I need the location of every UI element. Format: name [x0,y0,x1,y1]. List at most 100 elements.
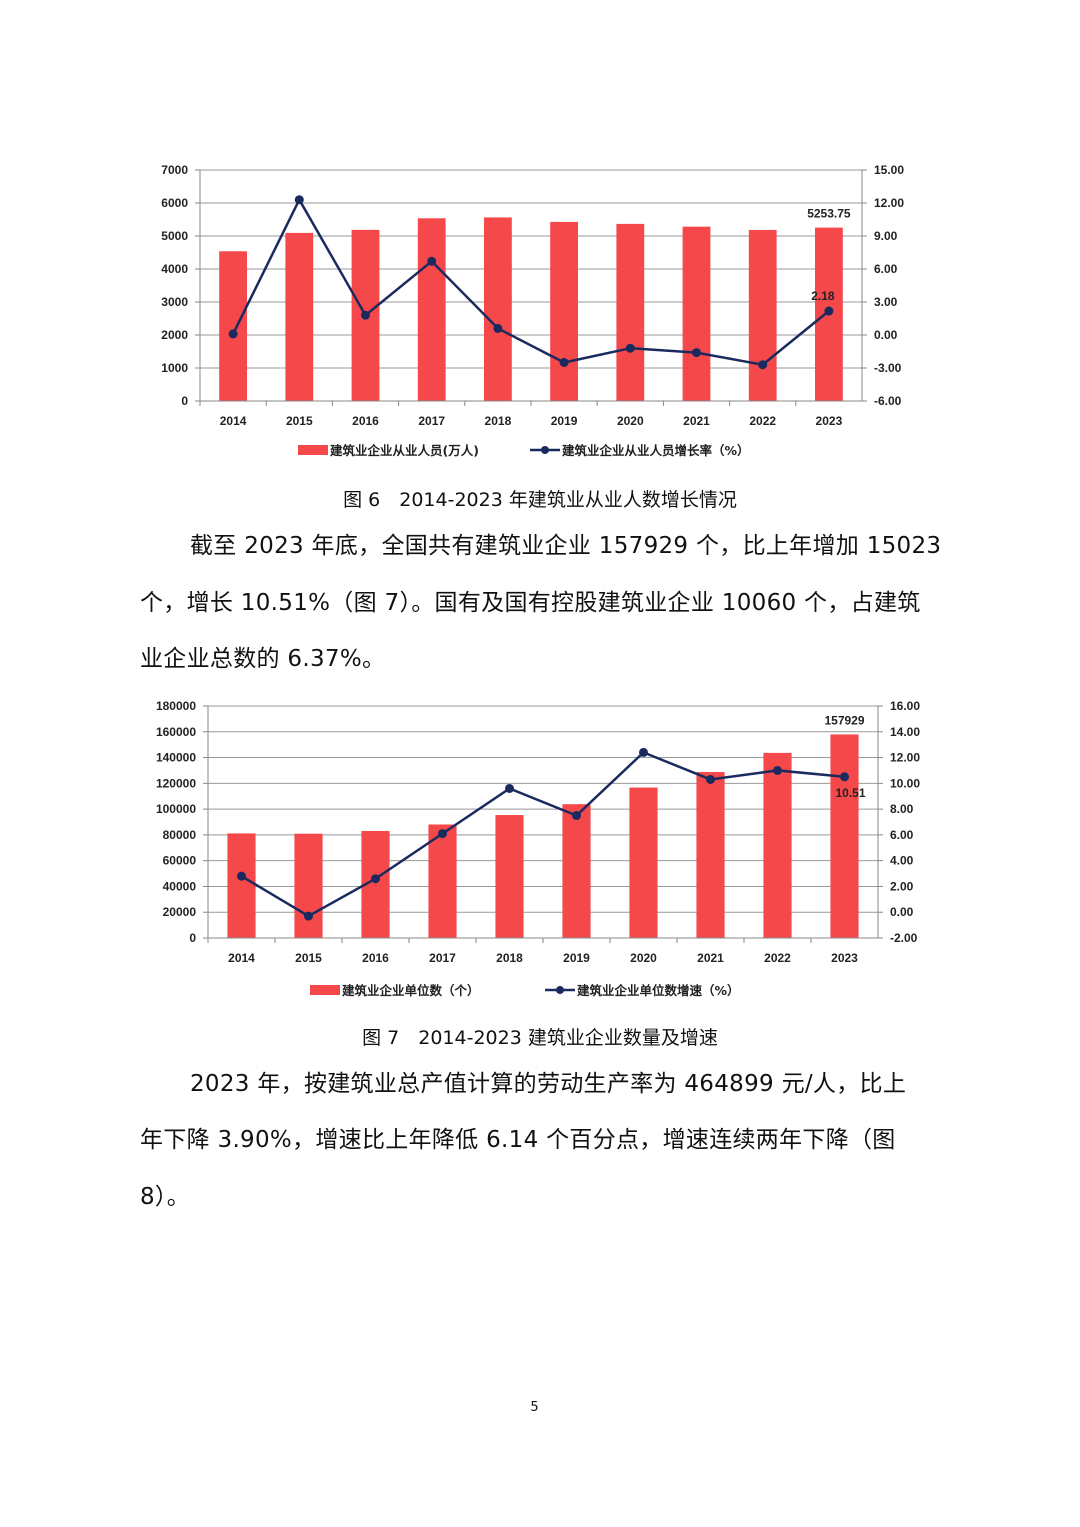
y-right-tick-label: 2.00 [890,879,914,893]
line-point [294,195,304,205]
bar [294,833,323,938]
line-point [438,829,447,839]
y-left-tick-label: 20000 [163,905,197,919]
x-tick-label: 2020 [617,414,644,428]
line-data-label: 2.18 [811,289,835,303]
x-tick-label: 2014 [220,414,247,428]
y-right-tick-label: 3.00 [874,295,898,309]
line-point [706,774,715,784]
paragraph-line: 年下降 3.90%，增速比上年降低 6.14 个百分点，增速连续两年下降（图 [140,1127,896,1153]
bar [682,226,711,401]
line-point [625,343,635,353]
bar [629,787,658,938]
y-left-tick-label: 160000 [156,725,196,739]
x-tick-label: 2019 [551,414,578,428]
x-tick-label: 2017 [418,414,445,428]
y-left-tick-label: 180000 [156,699,196,713]
x-tick-label: 2018 [496,951,523,965]
y-right-tick-label: -6.00 [874,394,902,408]
bar [285,232,314,401]
bar [763,752,792,938]
line-point [692,348,701,358]
y-right-tick-label: 8.00 [890,802,914,816]
line-point [427,256,437,266]
chart-employment: 0 1000 2000 3000 4000 5000 6000 7000 -6.00 -3.00 0… [161,163,904,458]
y-right-tick-label: 0.00 [874,328,898,342]
y-right-tick-label: 0.00 [890,905,914,919]
line-data-label: 10.51 [835,786,865,800]
y-right-tick-label: 10.00 [890,776,920,790]
y-right-tick-label: 6.00 [890,828,914,842]
x-tick-label: 2021 [683,414,710,428]
bar-data-label: 5253.75 [807,207,851,221]
chart-enterprises: 0 20000 40000 60000 80000 100000 120000 140000 1… [156,699,920,998]
line-point [824,306,834,316]
y-left-tick-label: 3000 [161,295,188,309]
y-left-tick-label: 100000 [156,802,196,816]
paragraph-line: 2023 年，按建筑业总产值计算的劳动生产率为 464899 元/人，比上 [190,1071,907,1097]
y-right-tick-label: 15.00 [874,163,904,177]
line-point [237,871,246,881]
figure-caption-6: 图 6 2014-2023 年建筑业从业人数增长情况 [343,489,737,511]
y-left-tick-label: 60000 [163,854,197,868]
x-tick-label: 2019 [563,951,590,965]
paragraph-line: 业企业总数的 6.37%。 [140,646,386,672]
line-series [240,750,845,918]
y-right-tick-label: 6.00 [874,262,898,276]
line-series [231,197,830,367]
bar [483,217,512,401]
line-point [773,765,782,775]
x-tick-label: 2017 [429,951,456,965]
legend-line-label: 建筑业企业从业人员增长率（%） [562,443,750,458]
y-left-tick-label: 120000 [156,776,196,790]
figure-caption-7: 图 7 2014-2023 建筑业企业数量及增速 [362,1027,718,1049]
x-tick-label: 2023 [816,414,843,428]
y-right-tick-label: 14.00 [890,725,920,739]
line-point [840,772,849,782]
y-left-tick-label: 6000 [161,196,188,210]
x-tick-label: 2020 [630,951,657,965]
bar [830,734,859,938]
y-right-tick-label: 4.00 [890,854,914,868]
line-point [361,310,370,320]
line-point [572,811,581,821]
line-point [758,360,768,370]
line-point [304,911,313,921]
x-tick-label: 2016 [352,414,379,428]
x-tick-label: 2018 [485,414,512,428]
line-point [493,323,503,333]
y-right-tick-label: 12.00 [874,196,904,210]
line-point [639,747,648,757]
y-left-tick-label: 0 [181,394,188,408]
legend-bar-label: 建筑业企业从业人员(万人) [330,443,479,458]
x-tick-label: 2021 [697,951,724,965]
bar [748,229,777,401]
legend-bar-label: 建筑业企业单位数（个） [342,983,480,998]
y-left-tick-label: 2000 [161,328,188,342]
bar [227,833,256,938]
page-number: 5 [530,1400,539,1415]
x-tick-label: 2016 [362,951,389,965]
x-tick-label: 2015 [286,414,313,428]
y-left-tick-label: 140000 [156,751,196,765]
bar [219,251,248,401]
paragraph-line: 截至 2023 年底，全国共有建筑业企业 157929 个，比上年增加 1502… [190,533,942,559]
y-left-tick-label: 4000 [161,262,188,276]
bar [428,824,457,938]
legend-line-label: 建筑业企业单位数增速（%） [577,983,740,998]
x-tick-label: 2023 [831,951,858,965]
bar [562,804,591,938]
legend-line-marker [541,446,549,454]
y-right-tick-label: 12.00 [890,751,920,765]
line-point [371,874,380,884]
y-right-tick-label: 16.00 [890,699,920,713]
y-left-tick-label: 40000 [163,879,197,893]
y-right-tick-label: -2.00 [890,931,918,945]
line-point [505,783,514,793]
y-right-tick-label: -3.00 [874,361,902,375]
bar [495,815,524,938]
bar [696,772,725,938]
line-point [559,358,569,367]
y-right-tick-label: 9.00 [874,229,898,243]
